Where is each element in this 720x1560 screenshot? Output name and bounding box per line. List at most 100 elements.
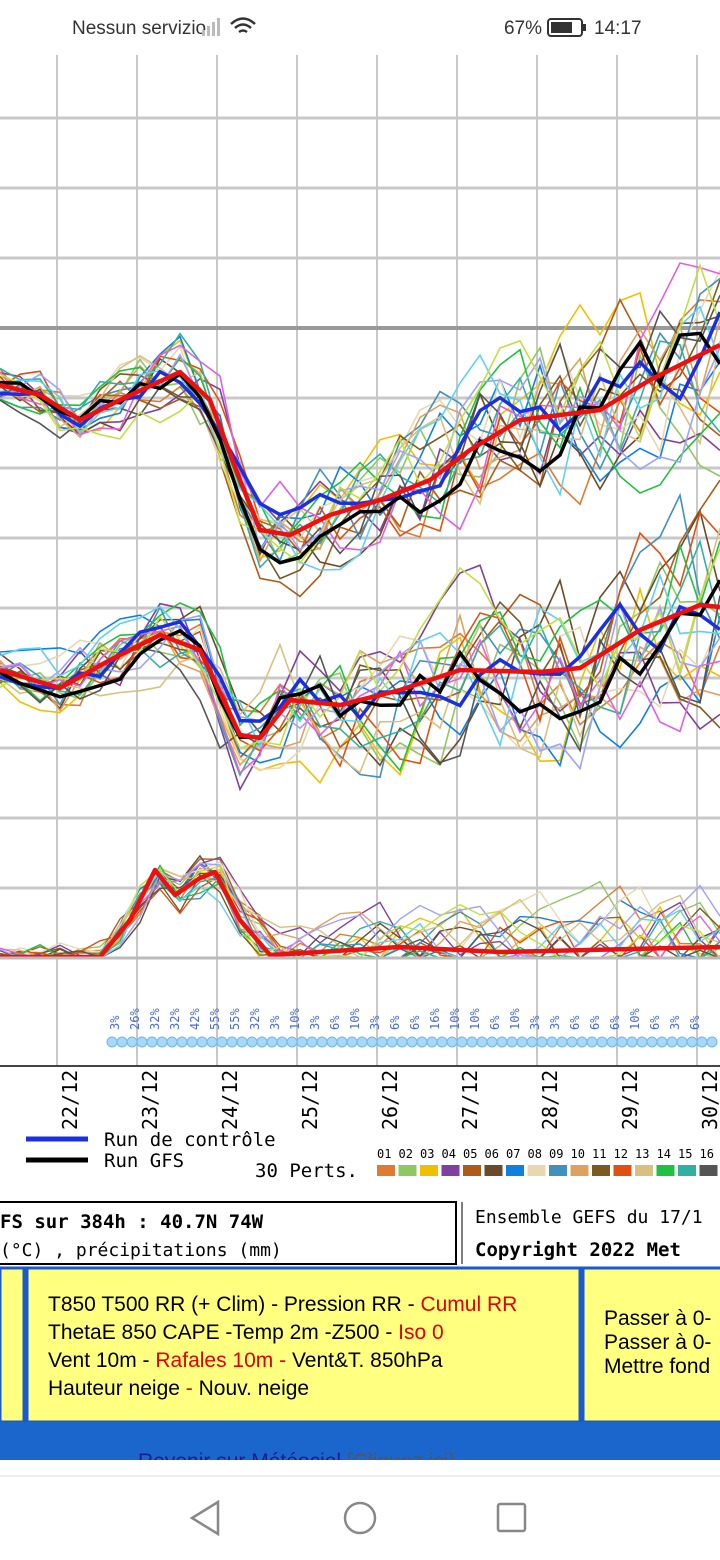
snow-probability: 6% — [328, 1015, 342, 1030]
snow-icon — [216, 1036, 228, 1048]
time: 14:17 — [594, 18, 642, 39]
date-label: 25/12 — [298, 1070, 322, 1130]
snow-icon — [406, 1036, 418, 1048]
ensemble-member — [0, 625, 720, 775]
snow-icon — [466, 1036, 478, 1048]
menu-right-link[interactable]: Passer à 0- — [604, 1331, 711, 1354]
ensemble-member — [0, 335, 720, 552]
member-label: 16 — [700, 1147, 714, 1161]
snow-icon — [226, 1036, 238, 1048]
menu-link[interactable]: Vent&T. 850hPa — [292, 1349, 443, 1372]
menu-link[interactable]: Iso 0 — [398, 1321, 444, 1344]
menu-link[interactable]: Rafales 10m - — [155, 1349, 292, 1372]
snow-probability: 6% — [408, 1015, 422, 1030]
info-subtitle: (°C) , précipitations (mm) — [0, 1240, 282, 1261]
ensemble-member — [0, 319, 720, 564]
member-swatch — [527, 1165, 546, 1176]
snow-icon — [586, 1036, 598, 1048]
snow-icon — [206, 1036, 218, 1048]
snow-probability: 10% — [288, 1008, 302, 1030]
legend-gfs: Run GFS — [104, 1150, 184, 1172]
menu-line: T850 T500 RR (+ Clim) - Pression RR - Cu… — [48, 1293, 517, 1316]
member-label: 15 — [678, 1147, 692, 1161]
ensemble-member — [0, 305, 720, 571]
snow-icon — [386, 1036, 398, 1048]
snow-icon — [126, 1036, 138, 1048]
snow-probability: 10% — [508, 1008, 522, 1030]
menu-right-link[interactable]: Mettre fond — [604, 1355, 710, 1378]
snow-probability: 3% — [108, 1015, 122, 1030]
menu-link[interactable]: ThetaE 850 CAPE -Temp 2m -Z500 - — [48, 1321, 398, 1344]
ensemble-member — [0, 262, 720, 551]
ensemble-member — [0, 270, 720, 540]
nav-bar — [0, 1460, 720, 1560]
snow-icon — [546, 1036, 558, 1048]
member-swatch — [484, 1165, 503, 1176]
snow-icon — [706, 1036, 718, 1048]
footer-text[interactable]: Revenir sur Météociel [Cliquez ici] — [138, 1450, 454, 1473]
legend: Run de contrôle Run GFS 30 Perts. 01 02 03… — [26, 1129, 718, 1182]
ensemble-member — [0, 297, 720, 598]
member-swatch — [398, 1165, 417, 1176]
member-label: 13 — [635, 1147, 649, 1161]
nav-home[interactable] — [343, 1501, 377, 1535]
menu-link[interactable]: - — [186, 1377, 199, 1400]
wifi-icon — [230, 17, 256, 34]
footer-link[interactable]: Revenir sur Météociel — [138, 1450, 341, 1473]
ensemble-member — [0, 348, 720, 545]
info-title: FS sur 384h : 40.7N 74W — [0, 1211, 264, 1233]
member-label: 08 — [528, 1147, 542, 1161]
member-label: 06 — [485, 1147, 499, 1161]
menu-link[interactable]: Hauteur neige — [48, 1377, 186, 1400]
snow-probability: 10% — [348, 1008, 362, 1030]
date-label: 27/12 — [458, 1070, 482, 1130]
menu-right-link[interactable]: Passer à 0- — [604, 1307, 711, 1330]
snow-probability: 6% — [688, 1015, 702, 1030]
snow-icon — [426, 1036, 438, 1048]
menu-link[interactable]: Nouv. neige — [199, 1377, 310, 1400]
menu-link[interactable]: T850 T500 RR (+ Clim) - Pression RR - — [48, 1293, 420, 1316]
nav-recent[interactable] — [496, 1502, 527, 1533]
member-label: 05 — [463, 1147, 477, 1161]
footer-hint[interactable]: [Cliquez ici] — [347, 1450, 454, 1473]
snow-icon — [366, 1036, 378, 1048]
menu-link[interactable]: Vent 10m - — [48, 1349, 155, 1372]
nav-back[interactable] — [189, 1499, 220, 1537]
status-bar: Nessun servizio 67% 14:17 — [72, 17, 642, 39]
menu-link[interactable]: Cumul RR — [420, 1293, 517, 1316]
snow-probability: 3% — [268, 1015, 282, 1030]
snow-icon — [686, 1036, 698, 1048]
snow-icon — [516, 1036, 528, 1048]
footer-clip: Revenir sur Météociel [Cliquez ici] — [138, 1450, 454, 1473]
snow-probability: 3% — [548, 1015, 562, 1030]
snow-icon — [136, 1036, 148, 1048]
snow-icon — [256, 1036, 268, 1048]
member-label: 09 — [549, 1147, 563, 1161]
snow-icon — [496, 1036, 508, 1048]
ensemble-member — [0, 560, 720, 767]
ensemble-member — [0, 294, 720, 555]
date-label: 28/12 — [538, 1070, 562, 1130]
snow-probability: 10% — [448, 1008, 462, 1030]
legend-members: 01 02 03 04 05 06 07 08 09 10 11 12 13 14 15 16 — [377, 1147, 718, 1176]
snow-probability: 3% — [308, 1015, 322, 1030]
ensemble-member — [0, 332, 720, 569]
snow-probability: 3% — [668, 1015, 682, 1030]
member-label: 11 — [592, 1147, 606, 1161]
snow-icon — [616, 1036, 628, 1048]
member-swatch — [699, 1165, 718, 1176]
battery: 67% — [504, 18, 542, 39]
info-ensemble: Ensemble GEFS du 17/1 — [475, 1207, 703, 1228]
date-label: 22/12 — [58, 1070, 82, 1130]
member-swatch — [441, 1165, 460, 1176]
ensemble-member — [0, 262, 720, 565]
snow-probability: 55% — [228, 1008, 242, 1030]
snow-icon — [326, 1036, 338, 1048]
snow-icon — [376, 1036, 388, 1048]
snow-icon — [176, 1036, 188, 1048]
info-box: FS sur 384h : 40.7N 74W (°C) , précipita… — [0, 1201, 703, 1265]
snow-icon — [646, 1036, 658, 1048]
snow-icon — [636, 1036, 648, 1048]
member-label: 04 — [442, 1147, 456, 1161]
